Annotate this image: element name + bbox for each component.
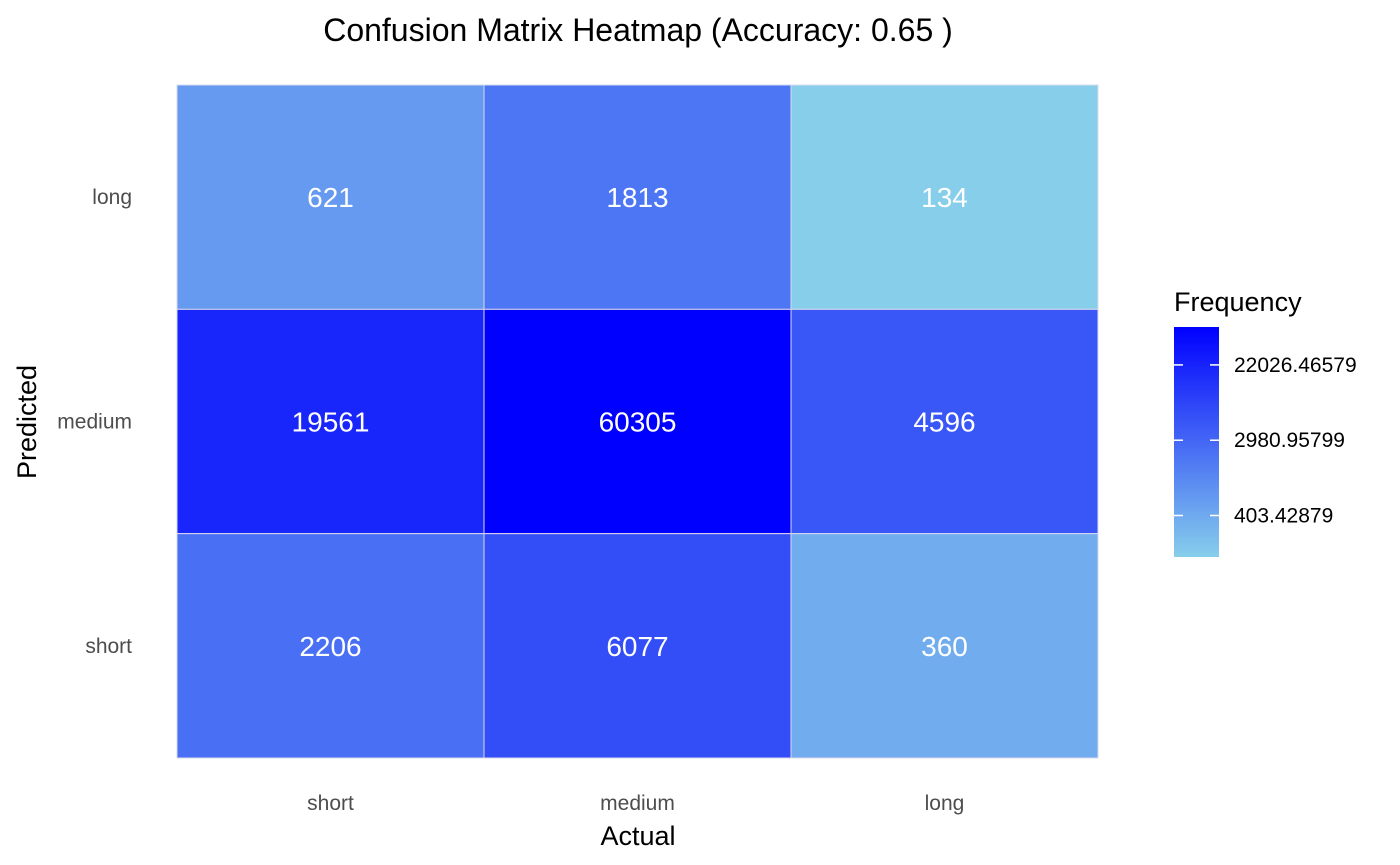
cell-value-short-medium: 6077 <box>606 631 668 662</box>
heatmap-cell-long-medium <box>483 84 792 310</box>
legend-colorbar <box>1174 327 1219 557</box>
heatmap-cell-long-long <box>790 84 1099 310</box>
heatmap-cell-medium-short <box>176 308 485 535</box>
y-axis-ticks: short medium long <box>57 186 132 658</box>
heatmap-cell-medium-long <box>790 308 1099 535</box>
y-tick-medium: medium <box>57 411 132 434</box>
x-tick-short: short <box>307 792 354 815</box>
legend-label-0: 403.42879 <box>1234 505 1333 528</box>
x-axis-title: Actual <box>600 821 675 851</box>
cell-value-short-short: 2206 <box>299 631 361 662</box>
x-tick-medium: medium <box>600 792 675 815</box>
heatmap-cell-short-short <box>176 533 485 759</box>
color-legend: Frequency 403.42879 2980.95799 22026.46579 <box>1174 287 1357 557</box>
legend-ticks: 403.42879 2980.95799 22026.46579 <box>1174 354 1357 528</box>
cell-value-medium-medium: 60305 <box>599 407 677 438</box>
cell-value-medium-short: 19561 <box>292 407 370 438</box>
cell-value-short-long: 360 <box>921 631 968 662</box>
x-tick-long: long <box>925 792 965 815</box>
heatmap-cell-long-short <box>176 84 485 310</box>
cell-value-long-long: 134 <box>921 182 968 213</box>
y-tick-long: long <box>92 186 132 209</box>
x-axis-ticks: short medium long <box>307 792 964 815</box>
chart-title: Confusion Matrix Heatmap (Accuracy: 0.65… <box>323 12 953 48</box>
legend-title: Frequency <box>1174 287 1302 317</box>
heatmap-cell-short-medium <box>483 533 792 759</box>
legend-label-2: 22026.46579 <box>1234 354 1357 377</box>
legend-label-1: 2980.95799 <box>1234 429 1345 452</box>
cell-value-long-medium: 1813 <box>606 182 668 213</box>
heatmap-cell-medium-medium <box>483 308 792 535</box>
cell-value-long-short: 621 <box>307 182 354 213</box>
y-tick-short: short <box>85 635 132 658</box>
y-axis-title: Predicted <box>12 365 42 479</box>
heatmap-cell-short-long <box>790 533 1099 759</box>
heatmap-cells: 621 1813 134 19561 60305 4596 2206 6077 360 <box>176 84 1099 759</box>
cell-value-medium-long: 4596 <box>913 407 975 438</box>
